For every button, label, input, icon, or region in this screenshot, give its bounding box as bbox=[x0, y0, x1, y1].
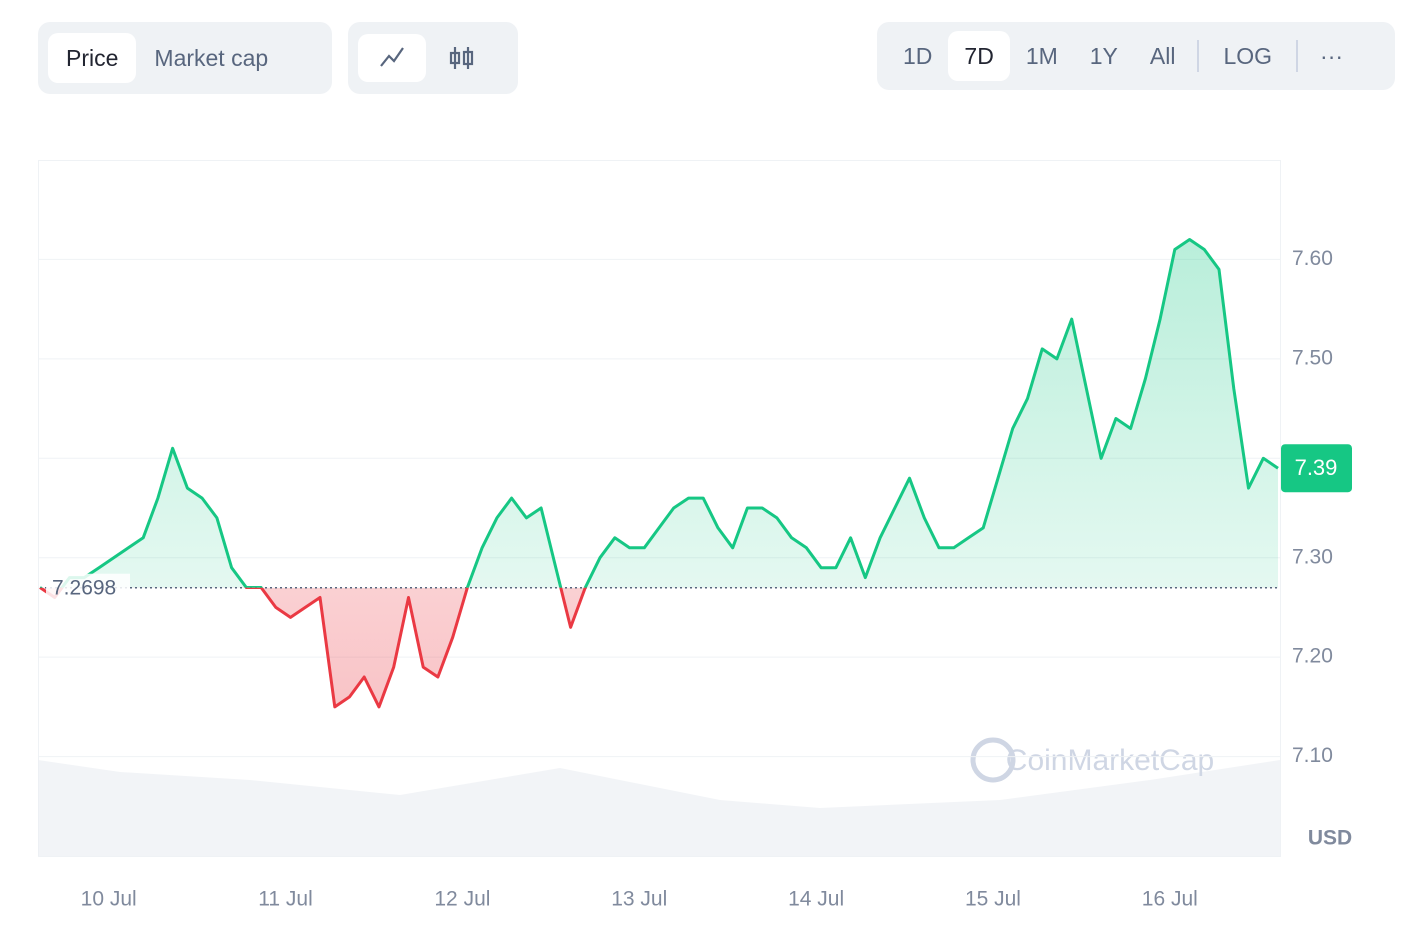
separator bbox=[1197, 40, 1200, 72]
x-tick-label: 13 Jul bbox=[611, 888, 667, 911]
range-button[interactable]: 1Y bbox=[1089, 43, 1118, 69]
tab[interactable]: Market cap bbox=[154, 45, 269, 71]
watermark: CoinMarketCap bbox=[1006, 744, 1214, 777]
y-tick-label: 7.60 bbox=[1292, 247, 1333, 270]
y-tick-label: 7.50 bbox=[1292, 346, 1333, 369]
current-price-label: 7.39 bbox=[1295, 455, 1338, 480]
area-down bbox=[40, 587, 1278, 707]
log-button[interactable]: LOG bbox=[1223, 43, 1273, 69]
y-tick-label: 7.20 bbox=[1292, 645, 1333, 668]
plot-frame bbox=[38, 160, 1281, 857]
x-tick-label: 15 Jul bbox=[965, 888, 1021, 911]
separator bbox=[1296, 40, 1299, 72]
range-tabs: 1D 7D 1M 1Y All LOG ··· bbox=[877, 22, 1395, 90]
baseline-label: 7.2698 bbox=[52, 576, 116, 599]
x-tick-label: 10 Jul bbox=[81, 888, 137, 911]
x-tick-label: 11 Jul bbox=[258, 888, 312, 911]
range-button[interactable]: 7D bbox=[948, 31, 1010, 81]
view-tabs: Price Market cap bbox=[38, 22, 332, 94]
range-button[interactable]: 1M bbox=[1025, 43, 1058, 69]
area-up bbox=[40, 239, 1278, 588]
range-button[interactable]: All bbox=[1149, 43, 1176, 69]
tab[interactable]: Price bbox=[48, 33, 137, 83]
y-tick-label: 7.10 bbox=[1292, 744, 1333, 767]
current-price-tag bbox=[1281, 444, 1352, 493]
range-button[interactable]: 1D bbox=[903, 43, 933, 69]
x-tick-label: 12 Jul bbox=[434, 888, 490, 911]
y-axis-label: USD bbox=[1308, 827, 1352, 850]
volume-area bbox=[38, 760, 1280, 856]
candle-chart-button[interactable] bbox=[426, 33, 498, 83]
price-line-up bbox=[39, 238, 1279, 588]
y-tick-label: 7.30 bbox=[1292, 545, 1333, 568]
x-tick-label: 16 Jul bbox=[1142, 888, 1198, 911]
x-tick-label: 14 Jul bbox=[788, 888, 844, 911]
watermark-logo bbox=[970, 737, 1016, 783]
baseline-label-bg bbox=[46, 573, 130, 602]
more-button[interactable]: ··· bbox=[1320, 43, 1344, 69]
line-chart-button[interactable] bbox=[358, 34, 426, 82]
chart-type-tabs bbox=[348, 22, 518, 94]
